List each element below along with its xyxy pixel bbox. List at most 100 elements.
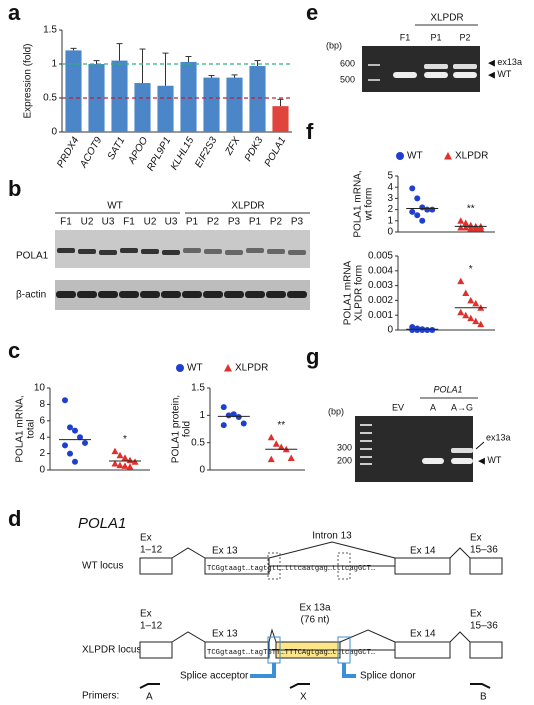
box xyxy=(337,552,351,580)
point xyxy=(462,289,470,296)
bar xyxy=(157,85,174,132)
point xyxy=(267,433,275,441)
gel-unit: (bp) xyxy=(328,406,344,416)
blot-lane: P2 xyxy=(207,217,220,228)
gel-band xyxy=(393,72,417,78)
point xyxy=(462,219,470,227)
point xyxy=(277,443,285,451)
legend-marker xyxy=(444,152,452,160)
panel-letter: g xyxy=(306,344,319,369)
y-tick-label: 0 xyxy=(51,127,57,138)
exon-label: Ex 14 xyxy=(410,546,436,557)
sequence: TCGgtaagt…tagtgtt…tttcaatgag…tttcagGCT… xyxy=(207,565,375,573)
y-axis-label: total xyxy=(26,420,37,439)
point xyxy=(62,397,68,404)
y-tick-label: 0.5 xyxy=(43,93,57,104)
bar xyxy=(88,64,105,132)
gel-band xyxy=(360,432,372,434)
y-tick-label: 0.002 xyxy=(368,295,393,306)
exon-label: 1–12 xyxy=(140,621,163,632)
blot-band xyxy=(161,291,181,298)
blot-band xyxy=(182,291,202,298)
gene-name: POLA1 xyxy=(78,515,126,532)
gel-band xyxy=(424,72,448,78)
y-axis-label: POLA1 mRNA xyxy=(343,260,354,325)
point xyxy=(472,299,480,307)
y-tick-label: 1.5 xyxy=(191,383,205,394)
x-tick-label: ACOT9 xyxy=(78,135,105,171)
bar xyxy=(111,60,128,132)
point xyxy=(240,420,247,427)
intron-label: Intron 13 xyxy=(312,531,352,542)
blot-row: β-actin xyxy=(16,290,46,301)
legend-label: XLPDR xyxy=(235,363,268,374)
y-axis-label: POLA1 mRNA, xyxy=(15,395,26,462)
blot-membrane xyxy=(55,230,310,268)
point xyxy=(287,454,295,461)
x-tick-label: SAT1 xyxy=(106,135,128,162)
point xyxy=(467,296,475,304)
band-name: ex13a xyxy=(497,57,522,67)
exon-label: Ex xyxy=(140,533,152,544)
splice xyxy=(171,631,206,643)
point xyxy=(111,459,119,467)
primer xyxy=(470,683,491,689)
annotation: ** xyxy=(467,203,475,214)
point xyxy=(429,327,436,333)
locus-label: WT locus xyxy=(82,561,124,572)
annotation: * xyxy=(123,434,127,445)
blot-lane: F1 xyxy=(60,217,72,228)
point xyxy=(409,208,416,215)
gel-band xyxy=(360,463,372,465)
splice xyxy=(268,541,396,559)
point xyxy=(424,327,431,333)
panel-letter: e xyxy=(306,0,318,25)
blot-band xyxy=(266,291,286,298)
point xyxy=(414,195,421,202)
point xyxy=(272,440,280,447)
y-tick-label: 2 xyxy=(39,448,45,459)
blot-band xyxy=(141,249,159,254)
point xyxy=(467,225,475,232)
y-tick-label: 10 xyxy=(34,383,46,394)
gel-band xyxy=(360,440,372,442)
exon-label: Ex 14 xyxy=(410,629,436,640)
legend-label: WT xyxy=(407,151,423,162)
panel-letter: f xyxy=(306,119,314,144)
exon xyxy=(469,557,503,575)
x-tick-label: APOO xyxy=(126,135,151,167)
arrow xyxy=(342,663,356,678)
y-tick-label: 0 xyxy=(39,465,45,476)
blot-band xyxy=(245,291,265,298)
y-tick-label: 8 xyxy=(39,399,45,410)
blot-band xyxy=(162,250,180,255)
blot-band xyxy=(224,291,244,298)
gel-band xyxy=(360,424,372,426)
y-axis-label: fold xyxy=(182,421,193,437)
point xyxy=(457,217,465,224)
blot-lane: P1 xyxy=(249,217,262,228)
band-name: WT xyxy=(497,69,511,79)
blot-lane: U2 xyxy=(81,217,94,228)
gel-size: 200 xyxy=(337,455,352,465)
primer-name: B xyxy=(480,692,487,703)
exon-label: 1–12 xyxy=(140,545,163,556)
y-tick-label: 1 xyxy=(51,59,57,70)
bar xyxy=(180,61,197,132)
sequence: TCGgtaagt…tagTGTT…TTTCAgtgag…tttcagGCT… xyxy=(207,649,375,657)
point xyxy=(67,450,73,457)
blot-band xyxy=(287,291,307,298)
splice xyxy=(449,547,471,559)
blot-lane: P1 xyxy=(186,217,199,228)
point xyxy=(414,212,421,219)
legend-label: XLPDR xyxy=(455,151,488,162)
point xyxy=(457,308,465,316)
gel-band xyxy=(360,448,372,450)
primer xyxy=(139,683,160,689)
blot-band xyxy=(183,248,201,253)
y-tick-label: 1 xyxy=(199,410,205,421)
point xyxy=(457,277,465,285)
y-tick-label: 0 xyxy=(387,227,393,238)
blot-band xyxy=(78,249,96,254)
exon-label: Ex 13a xyxy=(299,603,331,614)
